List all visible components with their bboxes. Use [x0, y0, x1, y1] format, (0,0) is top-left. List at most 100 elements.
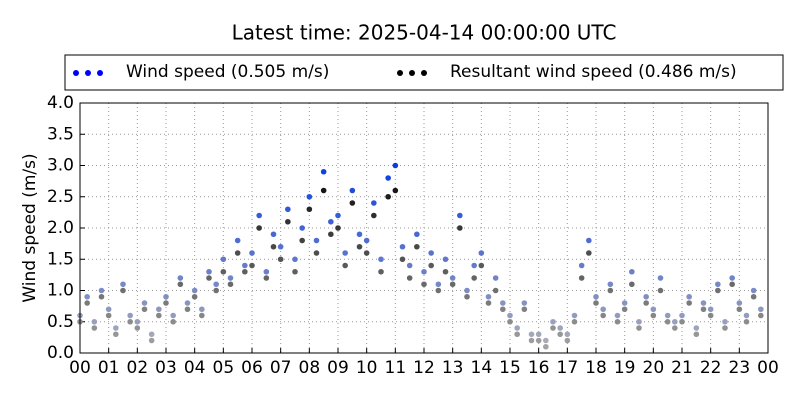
point — [371, 200, 377, 206]
point — [586, 237, 592, 244]
point — [335, 212, 341, 219]
point — [593, 293, 599, 300]
point — [213, 287, 219, 294]
point — [127, 318, 133, 325]
point — [292, 256, 298, 263]
point — [141, 300, 148, 306]
point — [134, 325, 141, 331]
point — [277, 256, 284, 263]
point — [736, 306, 743, 313]
point — [457, 225, 463, 231]
point — [543, 337, 549, 344]
x-tick-label: 00 — [69, 358, 91, 378]
point — [378, 268, 384, 275]
point — [256, 225, 262, 231]
point — [213, 281, 219, 288]
point — [242, 268, 248, 275]
x-tick-label: 21 — [671, 358, 693, 378]
point — [679, 312, 685, 319]
point — [664, 318, 671, 325]
point — [184, 300, 191, 306]
point — [184, 306, 191, 313]
point — [342, 250, 348, 256]
point — [478, 262, 485, 269]
point — [313, 250, 320, 256]
legend-marker — [421, 70, 427, 76]
point — [586, 250, 592, 256]
point — [220, 256, 227, 263]
point — [722, 325, 728, 331]
x-tick-label: 05 — [213, 358, 235, 378]
point — [657, 275, 664, 281]
point — [535, 331, 542, 338]
point — [521, 306, 528, 313]
y-axis-label: Wind speed (m/s) — [20, 153, 40, 302]
point — [363, 250, 370, 256]
point — [163, 293, 169, 300]
point — [457, 212, 463, 219]
point — [700, 306, 707, 313]
point — [156, 306, 162, 313]
point — [399, 243, 406, 250]
point — [206, 275, 212, 281]
point — [650, 312, 657, 319]
point — [234, 250, 241, 256]
point — [249, 250, 255, 256]
point — [564, 337, 571, 344]
point — [686, 293, 692, 300]
point — [371, 212, 377, 219]
legend-label: Resultant wind speed (0.486 m/s) — [450, 62, 737, 82]
point — [471, 275, 477, 281]
point — [715, 281, 721, 288]
point — [113, 325, 119, 331]
point — [528, 331, 535, 338]
point — [449, 281, 456, 288]
point — [163, 300, 169, 306]
point — [177, 275, 184, 281]
x-tick-label: 07 — [270, 358, 292, 378]
y-tick-label: 4.0 — [47, 93, 74, 113]
point — [557, 325, 563, 331]
point — [758, 306, 764, 313]
chart-title: Latest time: 2025-04-14 00:00:00 UTC — [232, 21, 617, 45]
point — [442, 268, 449, 275]
point — [91, 318, 98, 325]
point — [672, 318, 678, 325]
point — [521, 300, 528, 306]
x-tick-label: 00 — [757, 358, 779, 378]
point — [578, 262, 585, 269]
point — [234, 237, 241, 244]
point — [263, 268, 270, 275]
legend-marker — [85, 70, 91, 76]
y-tick-label: 2.0 — [47, 218, 74, 238]
x-tick-label: 14 — [471, 358, 493, 378]
point — [170, 312, 176, 319]
point — [464, 293, 470, 300]
point — [550, 318, 556, 325]
point — [550, 325, 556, 331]
point — [313, 237, 320, 244]
point — [507, 318, 513, 325]
point — [707, 306, 714, 313]
point — [600, 306, 606, 313]
point — [270, 243, 277, 250]
point — [693, 331, 700, 338]
point — [621, 306, 628, 313]
point — [729, 281, 735, 288]
x-tick-label: 22 — [700, 358, 722, 378]
y-tick-label: 1.5 — [47, 249, 74, 269]
point — [349, 200, 356, 206]
point — [399, 256, 406, 263]
point — [428, 262, 434, 269]
point — [750, 287, 757, 294]
point — [464, 287, 470, 294]
point — [650, 306, 657, 313]
y-tick-label: 1.0 — [47, 281, 74, 301]
point — [471, 262, 477, 269]
point — [686, 300, 692, 306]
point — [328, 218, 334, 225]
point — [657, 287, 664, 294]
x-tick-label: 16 — [528, 358, 550, 378]
point — [571, 318, 578, 325]
legend-marker — [97, 70, 103, 76]
